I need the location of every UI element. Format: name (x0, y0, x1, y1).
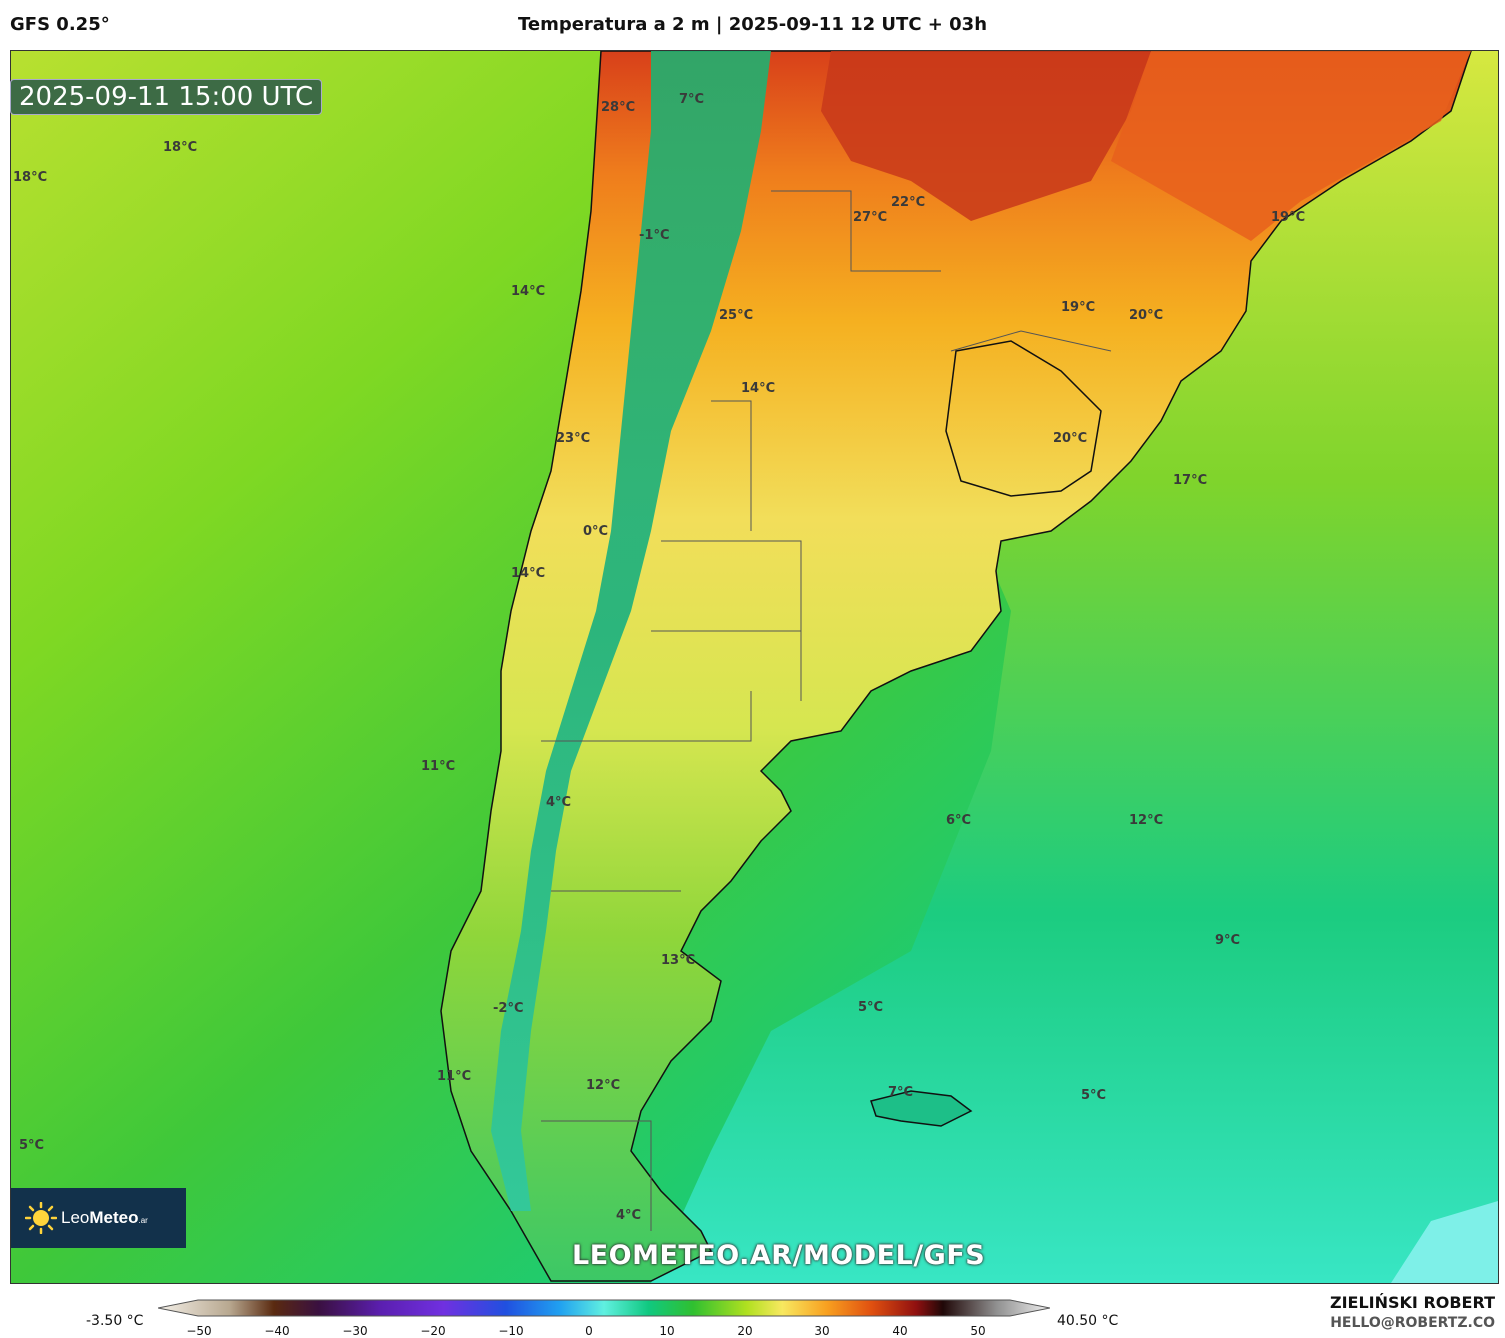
sun-icon (24, 1201, 58, 1235)
temperature-label: 14°C (511, 284, 545, 299)
temperature-label: 0°C (583, 524, 608, 539)
colorbar-tick-label: 10 (659, 1324, 675, 1338)
temperature-labels: 18°C 18°C 28°C 7°C 14°C -1°C 27°C 22°C 19°C 25°C 1… (13, 92, 1305, 1223)
temperature-label: 20°C (1129, 308, 1163, 323)
temperature-label: 12°C (586, 1078, 620, 1093)
colorbar-tick-label: 50 (970, 1324, 986, 1338)
temperature-label: 17°C (1173, 473, 1207, 488)
temperature-label: 5°C (19, 1138, 44, 1153)
author-email[interactable]: HELLO@ROBERTZ.CO (1330, 1315, 1495, 1331)
map-canvas: 18°C 18°C 28°C 7°C 14°C -1°C 27°C 22°C 19°C 25°C 1… (11, 51, 1498, 1283)
temperature-label: 11°C (437, 1069, 471, 1084)
leometeo-logo: LeoMeteo.ar (11, 1188, 186, 1248)
temperature-label: 4°C (546, 795, 571, 810)
temperature-label: 14°C (741, 381, 775, 396)
temperature-label: 4°C (616, 1208, 641, 1223)
temperature-map: 18°C 18°C 28°C 7°C 14°C -1°C 27°C 22°C 19°C 25°C 1… (10, 50, 1499, 1284)
colorbar-max-label: 40.50 °C (1057, 1313, 1119, 1329)
temperature-label: 14°C (511, 566, 545, 581)
temperature-label: 20°C (1053, 431, 1087, 446)
temperature-label: 22°C (891, 195, 925, 210)
hot-zone (821, 51, 1151, 221)
colorbar-tick-label: −30 (342, 1324, 368, 1338)
colorbar-min-label: -3.50 °C (86, 1313, 144, 1329)
colorbar-tick-label: 40 (892, 1324, 908, 1338)
temperature-label: 25°C (719, 308, 753, 323)
andes-cold-strip (491, 51, 771, 1211)
temperature-label: 13°C (661, 953, 695, 968)
colorbar-tick-label: −20 (420, 1324, 446, 1338)
temperature-label: 18°C (13, 170, 47, 185)
temperature-label: 5°C (1081, 1088, 1106, 1103)
colorbar-tick-label: −50 (186, 1324, 212, 1338)
colorbar (157, 1299, 1051, 1321)
temperature-label: 23°C (556, 431, 590, 446)
logo-text: LeoMeteo.ar (61, 1208, 148, 1227)
warm-zone (1111, 51, 1471, 241)
temperature-label: -2°C (493, 1001, 523, 1016)
temperature-label: -1°C (639, 228, 669, 243)
colorbar-tick-label: 30 (814, 1324, 830, 1338)
falkland-islands (870, 1090, 973, 1127)
temperature-label: 19°C (1061, 300, 1095, 315)
author-name: ZIELIŃSKI ROBERT (1329, 1293, 1495, 1312)
temperature-label: 18°C (163, 140, 197, 155)
temperature-label: 7°C (888, 1085, 913, 1100)
temperature-label: 19°C (1271, 210, 1305, 225)
colorbar-tick-label: 0 (585, 1324, 593, 1338)
temperature-label: 27°C (853, 210, 887, 225)
temperature-label: 11°C (421, 759, 455, 774)
province-borders (541, 190, 1112, 1231)
map-title: Temperatura a 2 m | 2025-09-11 12 UTC + … (517, 14, 988, 35)
cold-water-patch (1391, 1201, 1498, 1283)
temperature-label: 7°C (679, 92, 704, 107)
timestamp-badge: 2025-09-11 15:00 UTC (10, 79, 323, 115)
colorbar-tick-label: −10 (498, 1324, 524, 1338)
colorbar-tick-label: −40 (264, 1324, 290, 1338)
temperature-label: 9°C (1215, 933, 1240, 948)
model-name: GFS 0.25° (10, 14, 110, 35)
uruguay-border (945, 340, 1102, 497)
temperature-label: 28°C (601, 100, 635, 115)
atlantic-ocean (651, 51, 1498, 1283)
temperature-label: 5°C (858, 1000, 883, 1015)
watermark-url[interactable]: LEOMETEO.AR/MODEL/GFS (572, 1240, 986, 1271)
temperature-label: 12°C (1129, 813, 1163, 828)
temperature-label: 6°C (946, 813, 971, 828)
colorbar-tick-label: 20 (737, 1324, 753, 1338)
